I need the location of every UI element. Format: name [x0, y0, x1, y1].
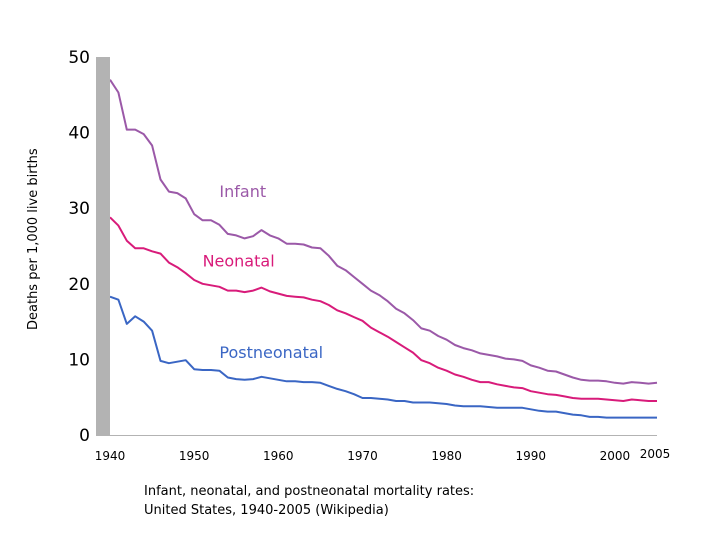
- figure-caption: Infant, neonatal, and postneonatal morta…: [144, 484, 475, 518]
- series-layer: [109, 79, 658, 419]
- y-axis-bar: [96, 57, 110, 435]
- infant-series-line: [109, 79, 658, 385]
- x-tick-label: 1960: [263, 449, 294, 463]
- x-tick-label: 2005: [640, 447, 671, 461]
- y-tick-label: 40: [68, 124, 90, 144]
- neonatal-series-label: Neonatal: [203, 251, 275, 270]
- neonatal-series-line: [109, 216, 657, 402]
- infant-series-label: Infant: [219, 182, 266, 201]
- y-tick-label: 20: [68, 275, 90, 295]
- x-tick-label: 1990: [515, 449, 546, 463]
- y-tick-label: 30: [68, 199, 90, 219]
- postneonatal-series-line: [109, 295, 657, 419]
- y-tick-label: 0: [79, 426, 90, 446]
- y-axis-label: Deaths per 1,000 live births: [26, 148, 41, 330]
- tick-labels: 0 10 20 30 40 50 1940 1950 1960 1970 1980 1990 2000 2…: [68, 48, 670, 463]
- x-tick-label: 1940: [95, 449, 126, 463]
- x-tick-label: 1980: [431, 449, 462, 463]
- axis-layer: [96, 57, 657, 436]
- x-tick-label: 1970: [347, 449, 378, 463]
- y-tick-label: 50: [68, 48, 90, 68]
- postneonatal-series-label: Postneonatal: [219, 343, 323, 362]
- x-tick-label: 2000: [600, 449, 631, 463]
- series-labels: Infant Neonatal Postneonatal: [203, 182, 324, 362]
- x-tick-label: 1950: [179, 449, 210, 463]
- y-tick-label: 10: [68, 350, 90, 370]
